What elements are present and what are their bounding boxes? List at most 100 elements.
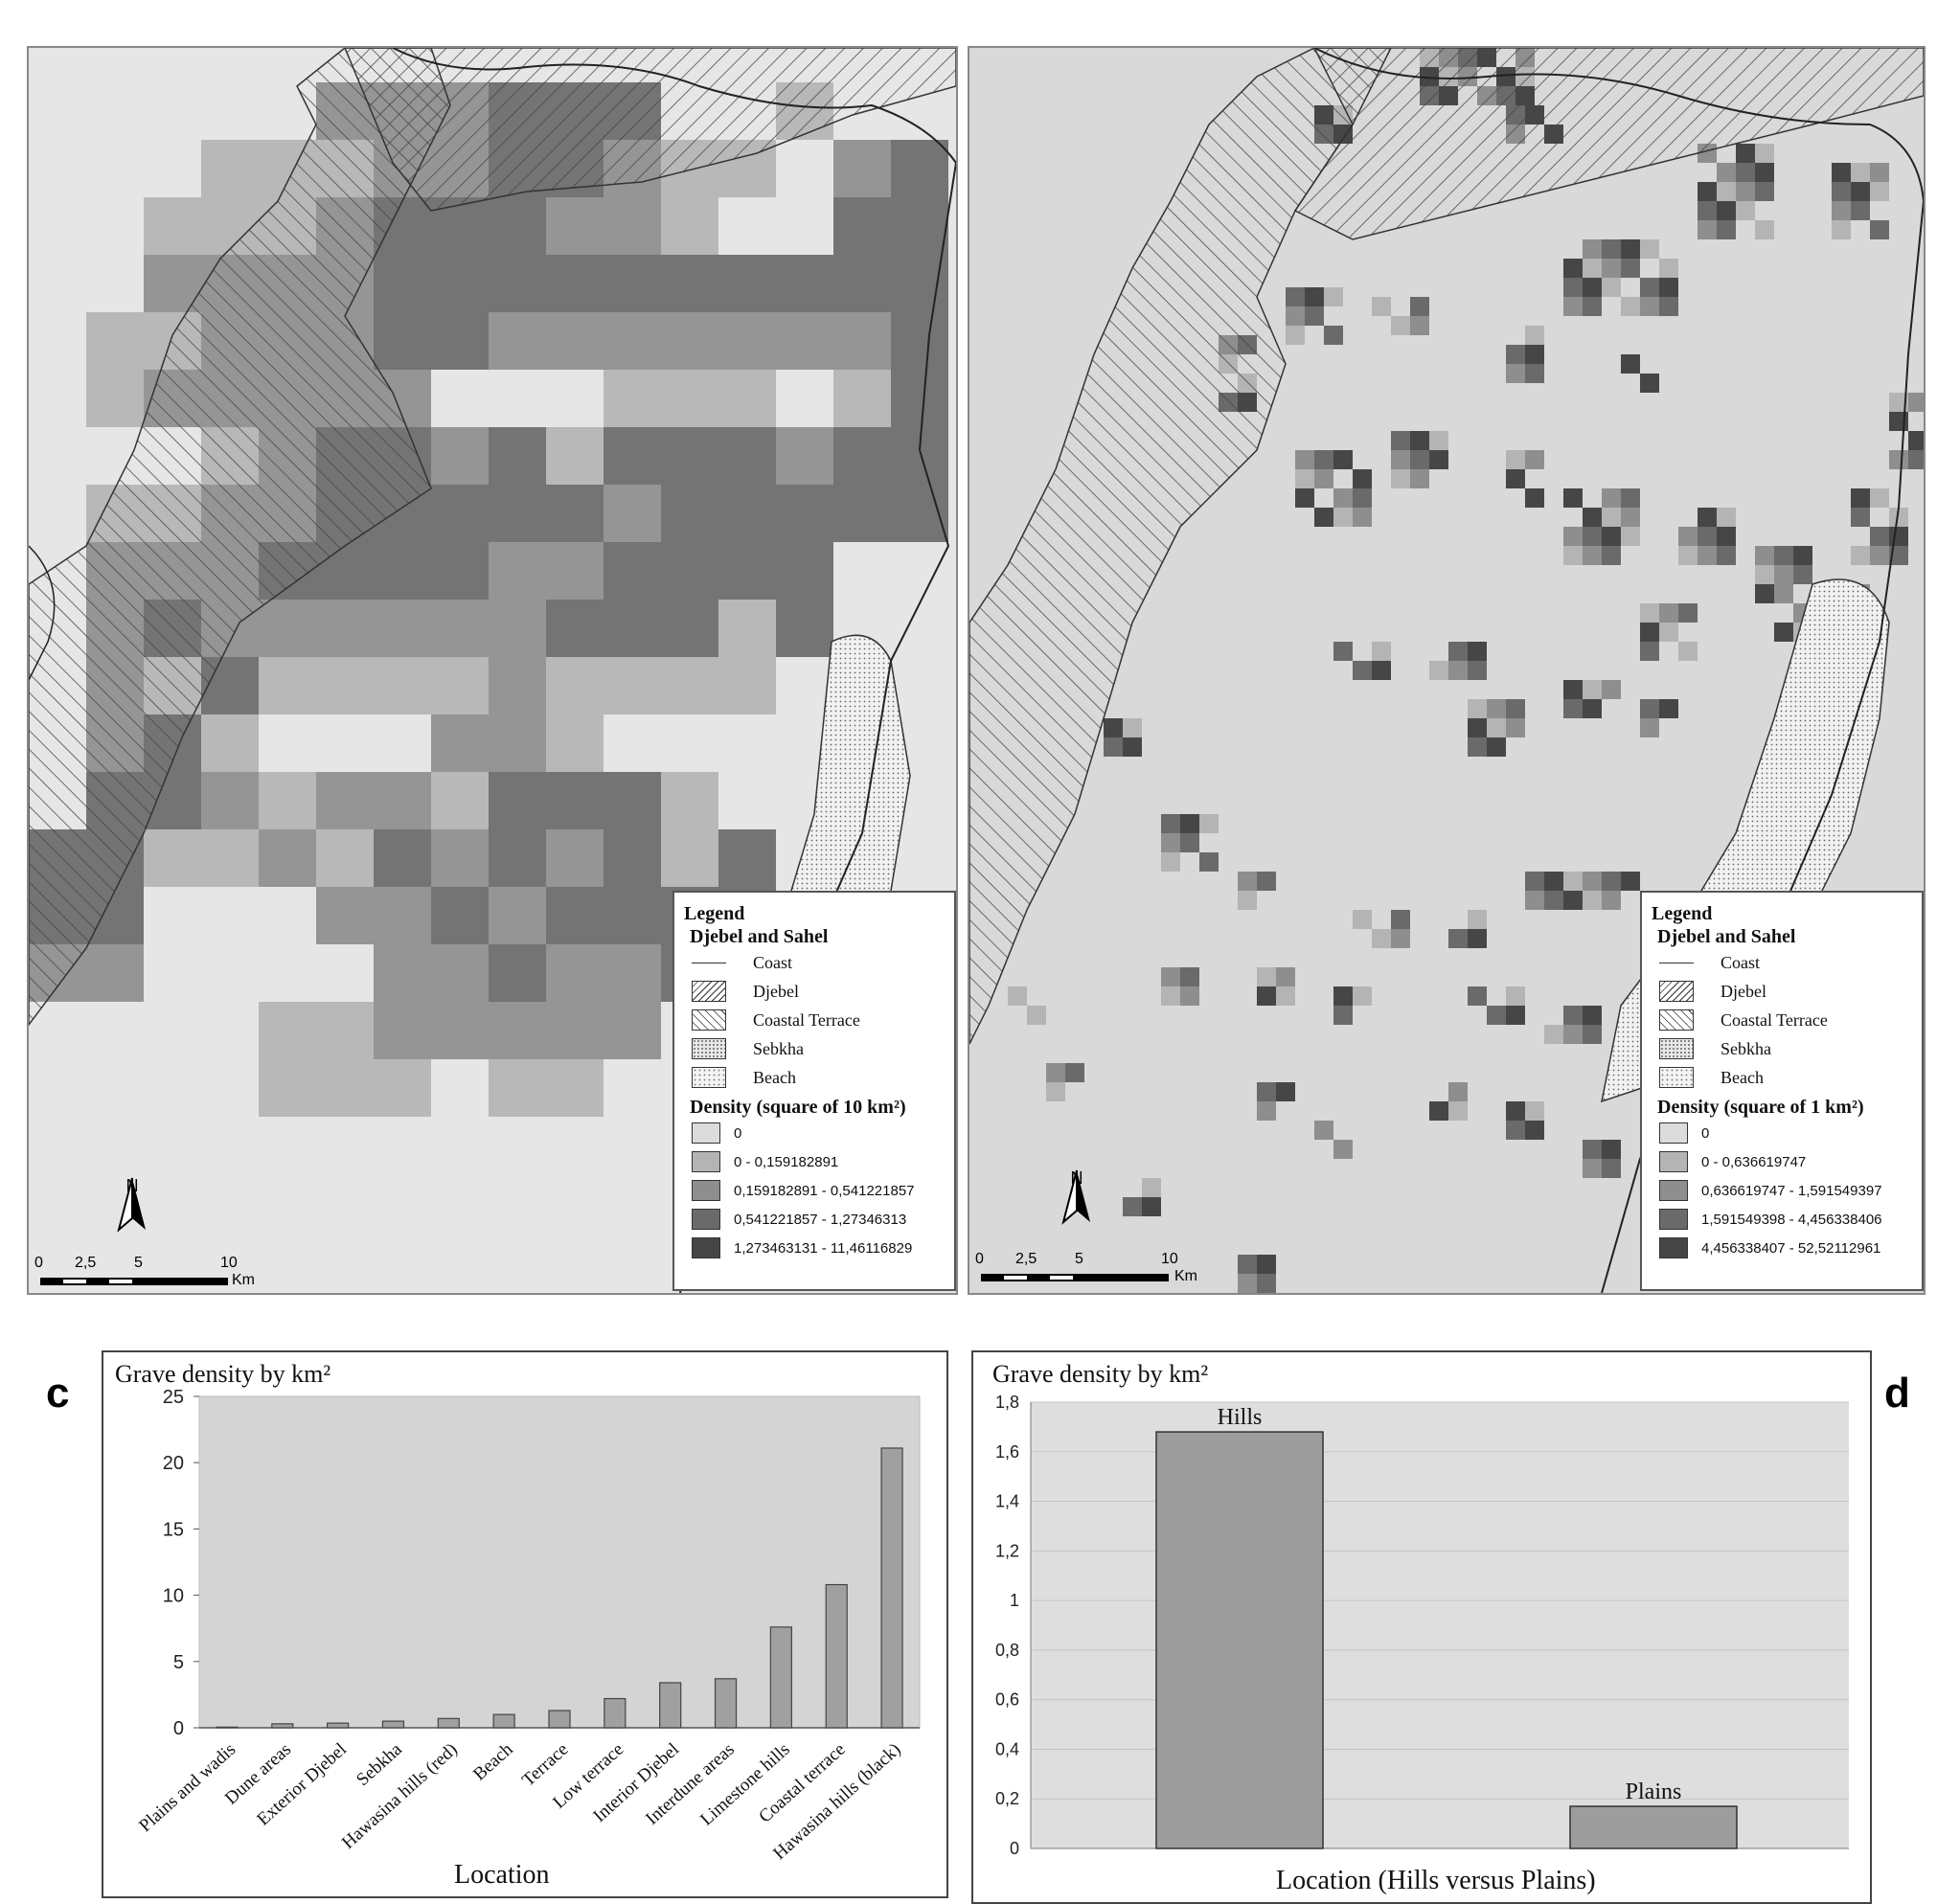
beach-swatch bbox=[692, 1067, 726, 1088]
density-cell bbox=[1104, 737, 1123, 757]
density-cell bbox=[1717, 182, 1736, 201]
density-cell bbox=[1238, 891, 1257, 910]
density-cell bbox=[374, 600, 431, 657]
density-cell bbox=[1372, 297, 1391, 316]
plot-area bbox=[1031, 1402, 1849, 1848]
density-cell bbox=[1506, 345, 1525, 364]
density-cell bbox=[1487, 737, 1506, 757]
density-cell bbox=[1314, 1121, 1333, 1140]
density-cell bbox=[431, 772, 489, 829]
density-cell bbox=[1736, 163, 1755, 182]
density-class: 0,636619747 - 1,591549397 bbox=[1652, 1176, 1912, 1205]
density-cell bbox=[374, 944, 431, 1002]
density-cell bbox=[604, 197, 661, 255]
density-cell bbox=[1468, 737, 1487, 757]
density-cell bbox=[546, 829, 604, 887]
sebkha-swatch bbox=[1659, 1038, 1694, 1059]
density-label: 0,159182891 - 0,541221857 bbox=[734, 1182, 915, 1199]
density-cell bbox=[1563, 527, 1583, 546]
density-label: 0,541221857 - 1,27346313 bbox=[734, 1211, 907, 1228]
density-cell bbox=[891, 370, 948, 427]
density-cell bbox=[489, 312, 546, 370]
density-cell bbox=[431, 1002, 489, 1059]
density-class: 0 - 0,636619747 bbox=[1652, 1147, 1912, 1176]
density-cell bbox=[1353, 910, 1372, 929]
density-cell bbox=[1583, 1140, 1602, 1159]
density-cell bbox=[1889, 508, 1908, 527]
density-cell bbox=[431, 542, 489, 600]
density-cell bbox=[661, 485, 718, 542]
density-class: 1,591549398 - 4,456338406 bbox=[1652, 1205, 1912, 1234]
density-cell bbox=[86, 944, 144, 1002]
density-cell bbox=[1525, 326, 1544, 345]
density-cell bbox=[1583, 1159, 1602, 1178]
density-cell bbox=[891, 197, 948, 255]
density-cell bbox=[1583, 527, 1602, 546]
scale-tick: 0 bbox=[34, 1255, 43, 1271]
density-cell bbox=[1678, 527, 1698, 546]
density-swatch bbox=[1659, 1122, 1688, 1144]
density-cell bbox=[489, 829, 546, 887]
density-cell bbox=[1755, 546, 1774, 565]
density-cell bbox=[1525, 1101, 1544, 1121]
coastal-terrace-swatch bbox=[692, 1009, 726, 1031]
density-cell bbox=[1276, 1082, 1295, 1101]
density-cell bbox=[661, 657, 718, 714]
density-cell bbox=[1448, 929, 1468, 948]
density-cell bbox=[833, 370, 891, 427]
density-cell bbox=[489, 255, 546, 312]
legend-title: Legend bbox=[1652, 903, 1713, 924]
density-cell bbox=[1544, 891, 1563, 910]
map-b: N 0 2,5 5 10 Km Legend Djebel and Sahel … bbox=[968, 46, 1926, 1295]
north-arrow-icon bbox=[117, 1177, 146, 1233]
density-cell bbox=[1602, 259, 1621, 278]
density-cell bbox=[604, 485, 661, 542]
density-cell bbox=[489, 657, 546, 714]
y-tick-label: 10 bbox=[163, 1586, 184, 1607]
density-cell bbox=[1372, 642, 1391, 661]
density-cell bbox=[1583, 1025, 1602, 1044]
legend-label: Beach bbox=[1721, 1067, 1764, 1087]
density-cell bbox=[718, 255, 776, 312]
north-arrow-icon bbox=[1061, 1169, 1090, 1225]
density-cell bbox=[489, 427, 546, 485]
density-cell bbox=[1563, 259, 1583, 278]
density-cell bbox=[1602, 872, 1621, 891]
density-cell bbox=[1736, 182, 1755, 201]
density-cell bbox=[1448, 642, 1468, 661]
density-cell bbox=[1333, 986, 1353, 1006]
density-cell bbox=[1621, 488, 1640, 508]
density-cell bbox=[1238, 872, 1257, 891]
density-cell bbox=[1832, 182, 1851, 201]
density-cell bbox=[1257, 1255, 1276, 1274]
density-cell bbox=[1372, 661, 1391, 680]
density-cell bbox=[1525, 345, 1544, 364]
density-cell bbox=[1755, 163, 1774, 182]
density-cell bbox=[661, 427, 718, 485]
density-cell bbox=[1755, 144, 1774, 163]
density-cell bbox=[1391, 910, 1410, 929]
scale-tick: 2,5 bbox=[75, 1255, 97, 1271]
density-cell bbox=[604, 829, 661, 887]
scale-bar-graphic bbox=[1004, 1276, 1027, 1280]
density-cell bbox=[833, 140, 891, 197]
density-cell bbox=[776, 542, 833, 600]
density-cell bbox=[1525, 1121, 1544, 1140]
density-cell bbox=[1314, 469, 1333, 488]
density-cell bbox=[1123, 1197, 1142, 1216]
density-cell bbox=[1755, 584, 1774, 603]
density-cell bbox=[144, 255, 201, 312]
density-cell bbox=[1333, 508, 1353, 527]
density-cell bbox=[1717, 201, 1736, 220]
density-cell bbox=[1659, 278, 1678, 297]
density-cell bbox=[1851, 488, 1870, 508]
density-cell bbox=[201, 714, 259, 772]
density-cell bbox=[1333, 642, 1353, 661]
density-cell bbox=[1008, 986, 1027, 1006]
density-cell bbox=[1602, 239, 1621, 259]
density-cell bbox=[431, 829, 489, 887]
density-cell bbox=[431, 657, 489, 714]
density-cell bbox=[1832, 220, 1851, 239]
density-cell bbox=[316, 657, 374, 714]
density-cell bbox=[1333, 1140, 1353, 1159]
